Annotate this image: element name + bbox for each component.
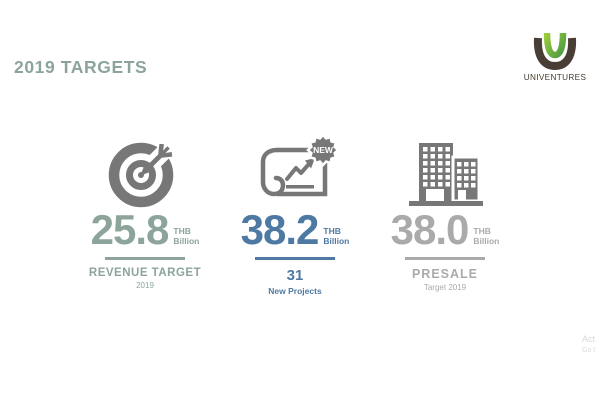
blueprint-chart-icon: NEW: [260, 133, 340, 197]
kpi-revenue-unit: THB Billion: [173, 226, 199, 246]
kpi-revenue-value-row: 25.8 THB Billion: [90, 206, 200, 253]
kpi-presale: 38.0 THB Billion PRESALE Target 2019: [370, 130, 520, 296]
kpi-presale-unit-currency: THB: [473, 225, 491, 236]
kpi-projects-value: 38.2: [240, 206, 320, 253]
new-badge: NEW: [306, 133, 340, 167]
kpi-revenue-unit-scale: Billion: [173, 235, 200, 246]
activation-watermark: Act Go t: [582, 334, 596, 355]
kpi-row: 25.8 THB Billion REVENUE TARGET 2019: [70, 130, 520, 296]
page-title: 2019 TARGETS: [14, 57, 148, 77]
kpi-projects-label: 31: [286, 266, 304, 284]
kpi-revenue-divider: [105, 257, 185, 260]
kpi-presale-unit: THB Billion: [473, 226, 499, 246]
activation-watermark-line1: Act: [582, 334, 596, 344]
kpi-projects-divider: [255, 257, 335, 260]
new-badge-label: NEW: [313, 145, 334, 155]
kpi-projects-icon-box: NEW: [249, 130, 341, 208]
kpi-presale-icon-box: [405, 130, 485, 208]
kpi-projects-unit: THB Billion: [323, 226, 349, 246]
kpi-revenue-value: 25.8: [90, 206, 170, 253]
kpi-revenue-sublabel: 2019: [136, 280, 154, 290]
building-icon: [409, 143, 483, 206]
kpi-presale-value: 38.0: [390, 206, 470, 253]
kpi-projects-unit-currency: THB: [323, 225, 341, 236]
kpi-projects-sublabel: New Projects: [268, 285, 322, 296]
kpi-presale-label: PRESALE: [411, 266, 479, 281]
kpi-presale-divider: [405, 257, 485, 260]
kpi-presale-unit-scale: Billion: [473, 235, 500, 246]
kpi-revenue-target: 25.8 THB Billion REVENUE TARGET 2019: [70, 130, 220, 296]
univentures-logo: UNIVENTURES: [514, 30, 596, 82]
kpi-projects-value-row: 38.2 THB Billion: [240, 206, 350, 253]
kpi-presale-value-row: 38.0 THB Billion: [390, 206, 500, 253]
kpi-revenue-label: REVENUE TARGET: [88, 266, 202, 279]
kpi-projects-unit-scale: Billion: [323, 235, 350, 246]
target-dart-icon: [108, 138, 179, 208]
activation-watermark-line2: Go t: [582, 347, 596, 354]
univentures-logo-icon: [533, 32, 577, 71]
kpi-revenue-unit-currency: THB: [173, 225, 191, 236]
kpi-revenue-icon-box: [107, 130, 183, 208]
kpi-presale-sublabel: Target 2019: [423, 282, 467, 292]
kpi-new-projects: NEW 38.2 THB Billion 31 New Projects: [220, 130, 370, 296]
univentures-logo-text: UNIVENTURES: [523, 73, 587, 82]
